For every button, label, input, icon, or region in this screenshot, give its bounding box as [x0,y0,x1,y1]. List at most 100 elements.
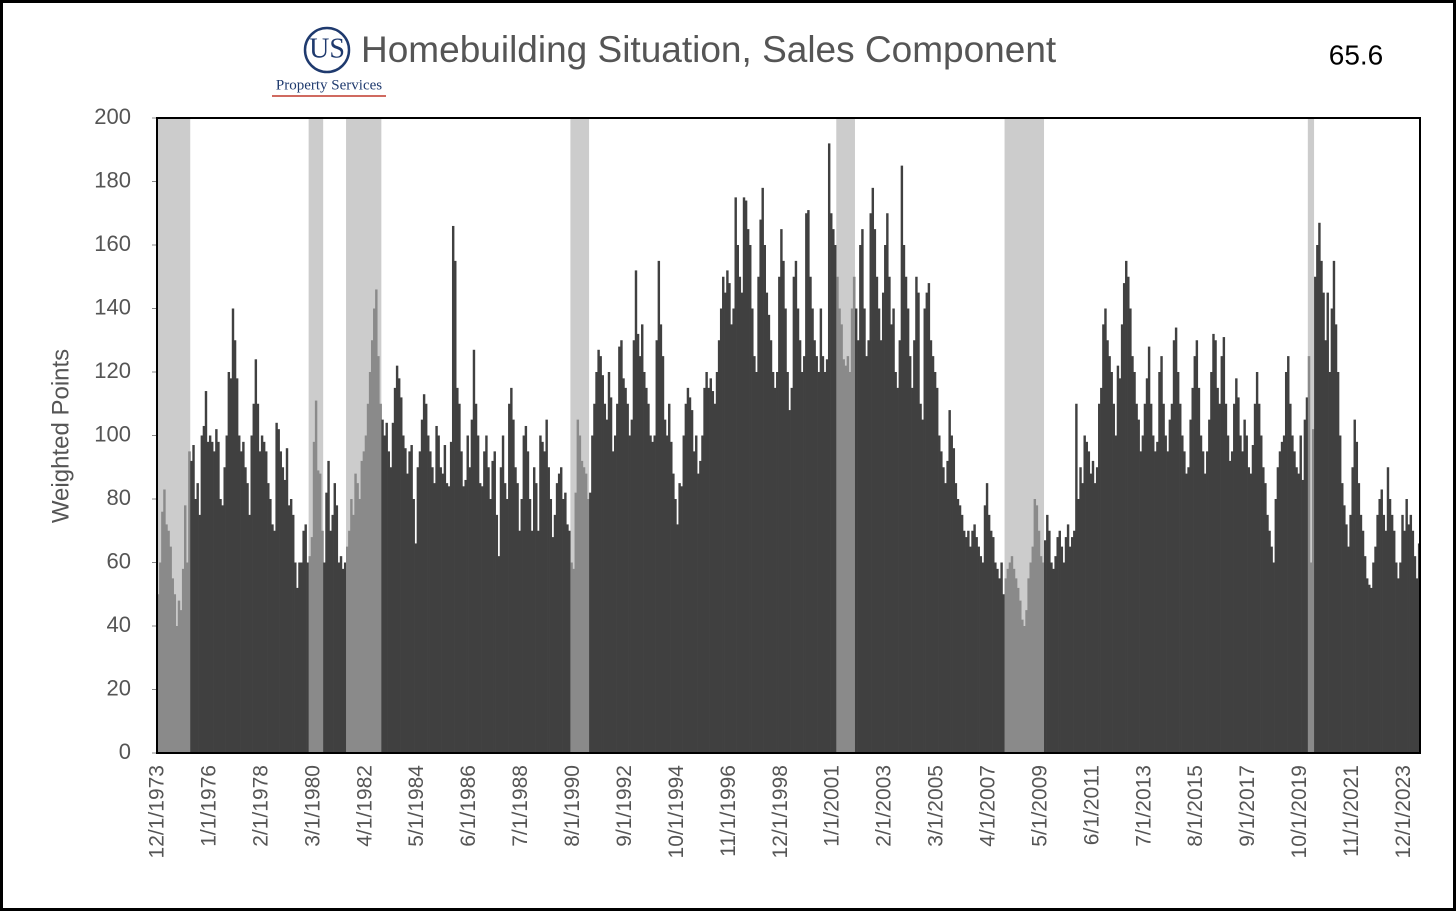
bar [651,441,654,753]
bar [1181,435,1184,753]
bar [1334,324,1338,753]
bar [705,372,708,753]
bar [1201,451,1205,753]
bar [751,308,754,753]
bar [1284,372,1288,753]
bar [499,467,503,753]
bar [1349,514,1352,753]
bar [393,387,397,753]
bar [771,372,775,753]
bar [408,451,411,753]
bar [211,441,214,753]
bar [620,340,623,753]
bar [1345,524,1348,753]
bar [998,578,1001,753]
bar [1106,340,1109,753]
bar [289,499,293,753]
bar [1193,356,1197,753]
bar [279,451,282,753]
bar [817,372,821,753]
bar [406,473,409,753]
bar [391,422,395,753]
bar [994,562,997,753]
bar [481,486,484,753]
bar [219,499,222,753]
bar [333,483,336,753]
x-tick-label: 7/1/2013 [1132,765,1155,847]
shaded-period [308,118,324,753]
bar [553,514,557,753]
bar [865,356,868,753]
shaded-period [1004,118,1045,753]
bar [516,483,519,753]
x-tick-label: 1/1/2001 [821,765,844,847]
bar [427,435,430,753]
bar [975,537,978,753]
bar [678,483,681,753]
bar [1314,276,1317,753]
bar [728,283,731,753]
bar [489,499,492,753]
y-tick-label: 100 [94,421,131,446]
bar [1060,546,1064,753]
bar [478,483,482,753]
bar [1002,594,1005,753]
bar [1129,308,1132,753]
bar [1000,562,1003,753]
bar [1179,403,1182,753]
bar [713,403,717,753]
bar [433,483,436,753]
x-tick-label: 2/1/2003 [873,765,896,847]
bar [1228,460,1232,753]
bar [906,308,910,753]
bar [1118,378,1122,753]
bar [1208,419,1211,753]
shaded-period [570,118,590,753]
bar [1305,397,1309,753]
bar [424,403,428,753]
bar [595,372,598,753]
bar [1054,556,1057,753]
bar [250,435,253,753]
y-tick-label: 120 [94,358,131,383]
y-axis-label: Weighted Points [47,349,74,523]
bar [886,213,889,753]
bar [933,372,937,753]
bar [397,378,401,753]
bar [277,429,280,753]
bar [973,524,976,753]
bar [724,292,727,753]
bar [331,514,334,753]
bar [1066,524,1070,753]
bar [1280,441,1284,753]
bar [1079,467,1082,753]
bar [1355,441,1359,753]
x-tick-label: 3/1/1980 [301,765,324,847]
bar [821,356,825,753]
bar [1075,403,1078,753]
bar [1214,340,1217,753]
bar [1347,546,1350,753]
bar [217,441,220,753]
bar [950,435,953,753]
bar [657,260,661,753]
x-tick-label: 5/1/2009 [1028,765,1051,847]
bar [834,245,837,753]
bar [1089,473,1093,753]
bar [1189,419,1192,753]
bar [1114,435,1118,753]
bar [746,229,750,753]
bar [1411,530,1415,753]
bar [1297,473,1300,753]
bar [1104,308,1107,753]
bar [715,372,719,753]
bar [1343,505,1346,753]
bar [468,467,472,753]
y-tick-label: 200 [94,104,131,129]
y-tick-label: 20 [107,675,131,700]
bar [335,505,339,753]
bar [742,197,746,753]
logo-subtext: Property Services [276,77,382,93]
bar [1212,333,1215,753]
bar [524,425,528,753]
